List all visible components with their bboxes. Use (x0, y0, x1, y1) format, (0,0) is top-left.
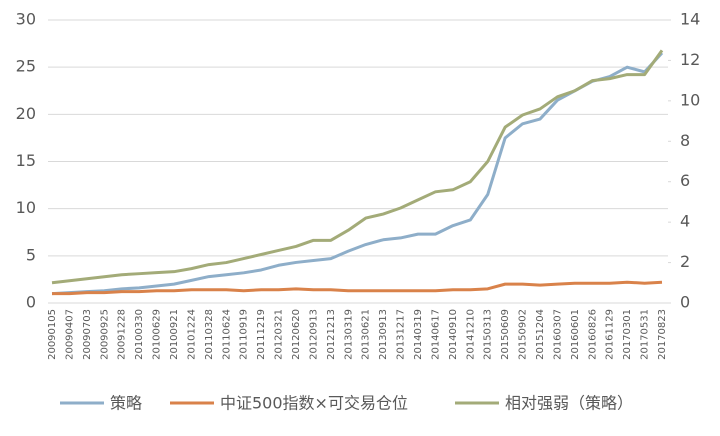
x-tick-label: 20110328 (204, 309, 215, 360)
x-tick-label: 20160307 (552, 309, 563, 360)
y-tick-label: 0 (26, 293, 36, 312)
x-tick-label: 20150902 (518, 309, 529, 360)
x-tick-label: 20160601 (570, 309, 581, 360)
x-tick-label: 20100330 (134, 309, 145, 360)
x-tick-label: 20170301 (622, 309, 633, 360)
x-tick-label: 20090925 (99, 309, 110, 360)
x-tick-label: 20101224 (186, 309, 197, 360)
series-line (51, 49, 664, 285)
legend-label: 相对强弱（策略） (505, 394, 633, 413)
y2-tick-label: 2 (680, 252, 690, 271)
legend-label: 中证500指数×可交易仓位 (220, 394, 408, 413)
x-tick-label: 20110624 (221, 309, 232, 360)
x-tick-label: 20170823 (657, 309, 668, 360)
x-tick-label: 20141210 (465, 309, 476, 360)
x-tick-label: 20121213 (326, 309, 337, 360)
y2-tick-label: 14 (680, 10, 700, 29)
x-tick-label: 20151204 (535, 309, 546, 360)
x-tick-label: 20150609 (500, 309, 511, 360)
x-tick-label: 20120913 (308, 309, 319, 360)
x-tick-label: 20090105 (47, 309, 58, 360)
x-tick-label: 20090703 (82, 309, 93, 360)
x-tick-label: 20140617 (430, 309, 441, 360)
x-tick-label: 20110919 (239, 309, 250, 360)
x-tick-label: 20170531 (640, 309, 651, 360)
y-tick-label: 15 (16, 151, 36, 170)
x-tick-label: 20150313 (483, 309, 494, 360)
x-tick-label: 20161129 (605, 309, 616, 360)
y-tick-label: 5 (26, 245, 36, 264)
x-tick-label: 20100921 (169, 309, 180, 360)
x-tick-label: 20111219 (256, 309, 267, 360)
y-tick-label: 30 (16, 10, 36, 29)
y2-tick-label: 6 (680, 171, 690, 190)
y2-tick-label: 4 (680, 212, 690, 231)
y2-tick-label: 0 (680, 293, 690, 312)
x-tick-label: 20090407 (64, 309, 75, 360)
series-line (51, 51, 664, 296)
x-tick-label: 20140319 (413, 309, 424, 360)
x-tick-label: 20140910 (448, 309, 459, 360)
x-tick-label: 20131217 (396, 309, 407, 360)
y2-tick-label: 10 (680, 90, 700, 109)
y-tick-label: 10 (16, 198, 36, 217)
x-tick-label: 20120321 (274, 309, 285, 360)
y2-tick-label: 12 (680, 50, 700, 69)
y2-tick-label: 8 (680, 131, 690, 150)
x-tick-label: 20120620 (291, 309, 302, 360)
x-tick-label: 20130621 (361, 309, 372, 360)
x-tick-label: 20091228 (117, 309, 128, 360)
y-tick-label: 20 (16, 104, 36, 123)
series-line (52, 280, 663, 296)
y-tick-label: 25 (16, 57, 36, 76)
x-tick-label: 20100629 (152, 309, 163, 360)
x-tick-label: 20130913 (378, 309, 389, 360)
x-tick-label: 20130319 (343, 309, 354, 360)
x-tick-label: 20160826 (587, 309, 598, 360)
legend-label: 策略 (110, 394, 142, 413)
